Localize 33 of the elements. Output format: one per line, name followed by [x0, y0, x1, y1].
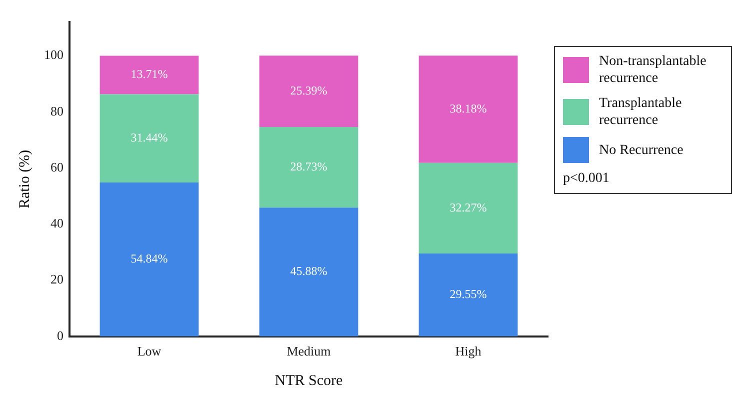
- y-tick-label: 20: [50, 272, 64, 287]
- y-tick-label: 0: [57, 328, 64, 343]
- bar: [418, 56, 518, 163]
- data-label: 54.84%: [130, 252, 168, 266]
- y-axis-title: Ratio (%): [16, 150, 33, 209]
- bar: [259, 126, 358, 208]
- x-axis-title: NTR Score: [274, 372, 344, 389]
- data-label: 45.88%: [290, 264, 328, 278]
- data-label: 32.27%: [450, 200, 487, 214]
- x-tick-label: High: [455, 344, 482, 359]
- y-tick-label: 100: [44, 47, 64, 62]
- x-tick-label: Medium: [286, 344, 331, 359]
- legend-label: Non-transplantable recurrence: [599, 53, 708, 87]
- x-tick-label: Low: [137, 344, 162, 359]
- data-label: 31.44%: [130, 130, 168, 144]
- bar: [100, 182, 199, 336]
- data-label: 25.39%: [290, 83, 328, 98]
- y-tick-label: 80: [50, 103, 64, 118]
- bar: [259, 208, 358, 336]
- bar: [100, 94, 199, 182]
- bar: [100, 56, 199, 94]
- data-label: 28.73%: [290, 159, 328, 174]
- legend-label: No Recurrence: [599, 142, 684, 158]
- bar: [259, 56, 358, 127]
- data-label: 13.71%: [130, 67, 168, 82]
- text: p<0.001: [563, 171, 610, 187]
- bar: [418, 253, 518, 336]
- y-tick-label: 40: [50, 216, 64, 231]
- bar: [418, 162, 518, 254]
- data-label: 38.18%: [450, 101, 487, 116]
- legend-label: Transplantable recurrence: [599, 95, 683, 129]
- y-tick-label: 60: [50, 159, 64, 174]
- data-label: 29.55%: [450, 287, 487, 302]
